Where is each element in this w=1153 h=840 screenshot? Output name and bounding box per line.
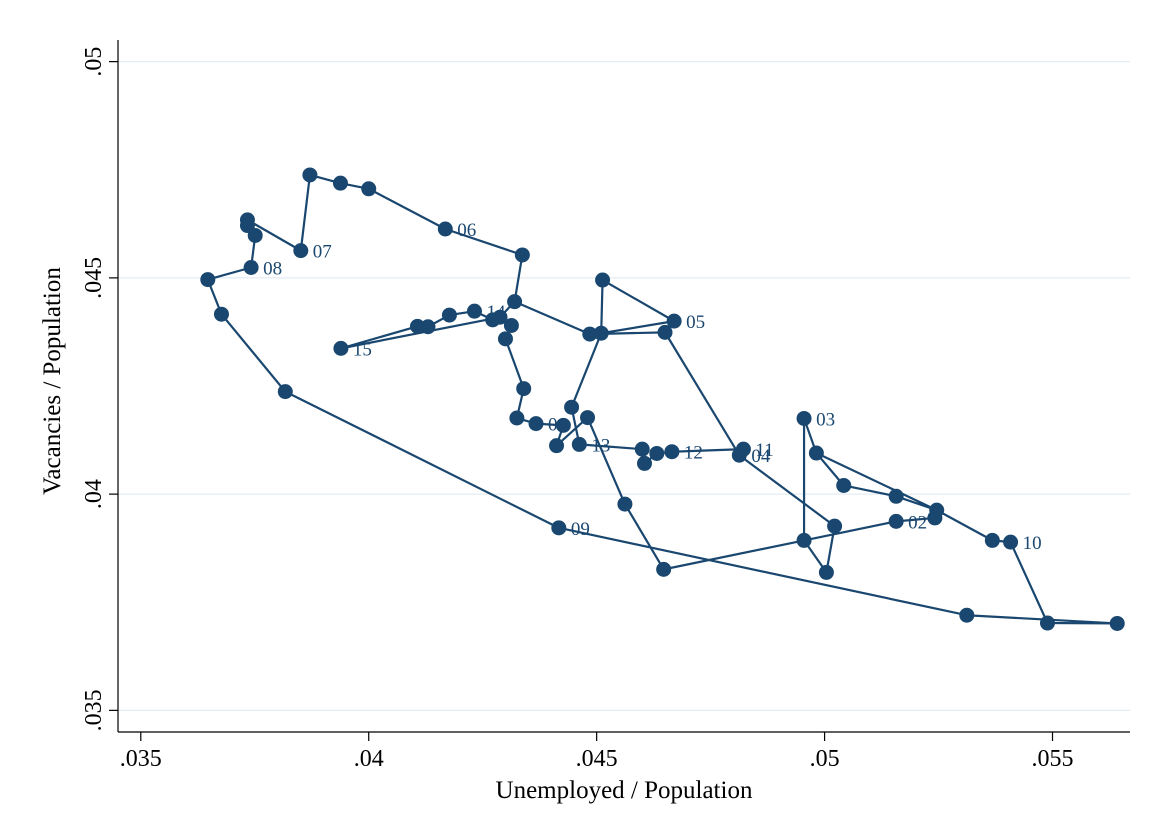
data-point-52 <box>409 318 425 334</box>
point-label-15: 15 <box>353 339 372 360</box>
data-points <box>200 167 1125 631</box>
data-point-23 <box>239 212 255 228</box>
data-point-4 <box>929 502 945 518</box>
data-point-59 <box>666 313 682 329</box>
data-point-30 <box>507 294 523 310</box>
data-point-18 <box>213 306 229 322</box>
point-label-12: 12 <box>684 443 703 464</box>
data-point-62 <box>571 436 587 452</box>
data-point-27 <box>361 181 377 197</box>
point-label-13: 13 <box>591 435 610 456</box>
data-point-57 <box>593 325 609 341</box>
data-point-25 <box>302 167 318 183</box>
point-label-11: 11 <box>755 440 773 461</box>
data-point-50 <box>441 307 457 323</box>
point-labels: 03 02 10 09 08 07 06 04 01 14 15 05 13 12 11 <box>263 220 1041 554</box>
data-point-12 <box>1003 534 1019 550</box>
data-point-32 <box>657 324 673 340</box>
data-point-28 <box>437 221 453 237</box>
data-point-11 <box>984 532 1000 548</box>
y-tick-label-3: .05 <box>81 47 107 77</box>
data-point-37 <box>656 561 672 577</box>
data-point-51 <box>420 319 436 335</box>
x-tick-label-4: .055 <box>1032 746 1074 772</box>
point-label-10: 10 <box>1023 533 1042 554</box>
point-label-03: 03 <box>816 409 835 430</box>
data-point-35 <box>818 564 834 580</box>
point-label-07: 07 <box>313 242 332 263</box>
data-point-49 <box>466 303 482 319</box>
data-point-13 <box>1039 615 1055 631</box>
point-label-06: 06 <box>457 220 476 241</box>
y-axis-title: Vacancies / Population <box>39 267 66 495</box>
data-point-44 <box>516 381 532 397</box>
x-tick-label-0: .035 <box>120 746 162 772</box>
data-point-58 <box>595 272 611 288</box>
data-point-26 <box>332 175 348 191</box>
data-point-1 <box>796 532 812 548</box>
data-point-29 <box>514 247 530 263</box>
data-point-40 <box>549 438 565 454</box>
data-point-67 <box>735 441 751 457</box>
data-point-65 <box>649 445 665 461</box>
data-point-8 <box>836 477 852 493</box>
data-point-9 <box>888 488 904 504</box>
y-tick-label-0: .035 <box>81 689 107 731</box>
data-point-34 <box>827 518 843 534</box>
data-point-41 <box>555 417 571 433</box>
grid-lines <box>118 61 1130 711</box>
y-tick-label-1: .04 <box>81 479 107 509</box>
series-lines <box>206 173 1119 625</box>
x-tick-label-1: .04 <box>354 746 384 772</box>
data-point-19 <box>200 272 216 288</box>
data-point-66 <box>664 444 680 460</box>
data-point-14 <box>1109 615 1125 631</box>
data-point-31 <box>582 326 598 342</box>
point-label-01: 01 <box>548 415 567 436</box>
data-point-24 <box>293 243 309 259</box>
data-point-15 <box>959 607 975 623</box>
data-point-16 <box>551 520 567 536</box>
x-axis-title: Unemployed / Population <box>496 777 753 804</box>
data-point-64 <box>637 455 653 471</box>
y-tick-label-2: .045 <box>81 257 107 299</box>
data-point-42 <box>528 416 544 432</box>
data-point-2 <box>888 513 904 529</box>
axis-ticks: .035 .04 .045 .05 .035 .04 .045 .05 .055 <box>81 47 1074 772</box>
point-label-09: 09 <box>571 519 590 540</box>
data-point-20 <box>243 259 259 275</box>
point-label-04: 04 <box>751 446 771 467</box>
point-label-05: 05 <box>686 312 705 333</box>
data-point-17 <box>277 384 293 400</box>
data-point-38 <box>617 496 633 512</box>
data-point-61 <box>564 399 580 415</box>
data-point-46 <box>503 317 519 333</box>
data-point-43 <box>509 410 525 426</box>
data-point-63 <box>634 441 650 457</box>
series-line-0 <box>206 173 1119 625</box>
data-point-0 <box>796 410 812 426</box>
data-point-45 <box>497 331 513 347</box>
point-label-02: 02 <box>908 512 927 533</box>
data-point-5 <box>808 445 824 461</box>
point-label-14: 14 <box>486 302 506 323</box>
point-label-08: 08 <box>263 258 282 279</box>
x-tick-label-2: .045 <box>576 746 618 772</box>
data-point-53 <box>333 340 349 356</box>
data-point-48 <box>485 312 501 328</box>
data-point-39 <box>580 410 596 426</box>
x-tick-label-3: .05 <box>810 746 840 772</box>
